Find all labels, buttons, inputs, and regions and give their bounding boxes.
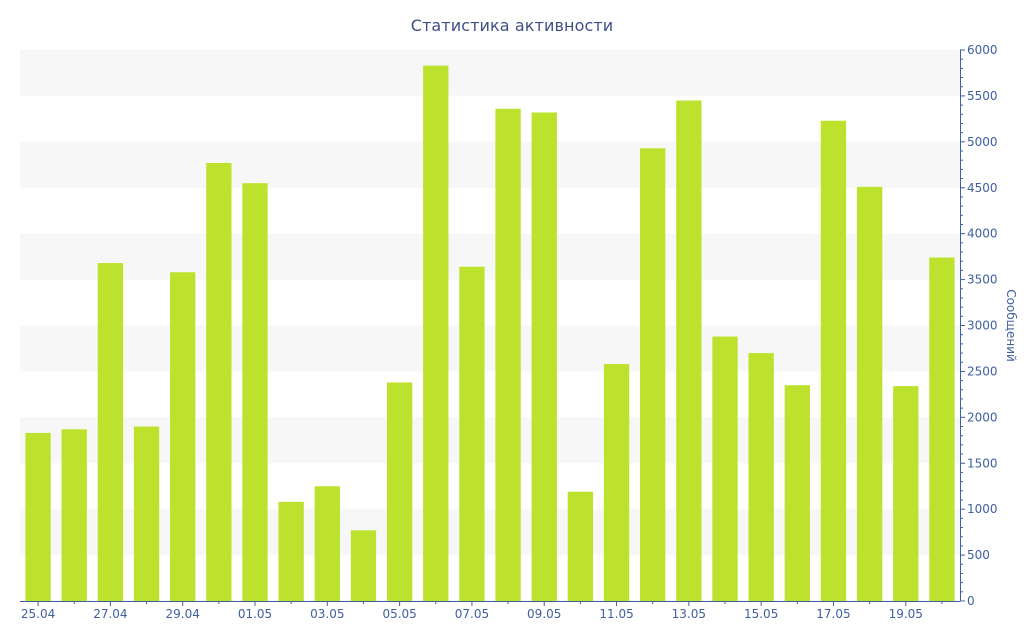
bar-14.05 [712,336,738,601]
bar-25.04 [25,432,51,601]
y-tick-label: 4000 [967,227,998,241]
y-tick-label: 3500 [967,273,998,287]
bars [25,65,955,602]
x-tick-label: 13.05 [672,607,706,621]
y-tick-label: 1000 [967,502,998,516]
bar-15.05 [748,353,774,601]
bar-09.05 [531,112,557,601]
x-tick-label: 29.04 [166,607,200,621]
x-tick-label: 07.05 [455,607,489,621]
x-tick-label: 19.05 [889,607,923,621]
grid-band [20,325,960,372]
bar-05.05 [386,382,413,601]
y-tick-label: 2500 [967,364,998,378]
bar-11.05 [603,364,630,601]
bar-12.05 [640,148,666,601]
y-tick-label: 1500 [967,456,998,470]
bar-28.04 [133,426,160,601]
y-tick-label: 4500 [967,181,998,195]
bar-07.05 [459,266,485,601]
bar-02.05 [278,501,304,601]
y-tick-label: 6000 [967,43,998,57]
grid-band [20,141,960,188]
y-ticks: 0 500 1000 1500 2000 2500 3000 3500 4000 4500 5000… [960,43,998,608]
bar-17.05 [820,120,847,602]
y-tick-label: 2000 [967,410,998,424]
grid-bands [20,50,960,556]
bar-19.05 [893,386,919,601]
y-tick-label: 500 [967,548,990,562]
bar-18.05 [856,186,883,601]
bar-27.04 [97,263,124,601]
bar-30.04 [206,162,232,601]
y-tick-label: 5000 [967,135,998,149]
x-tick-label: 09.05 [527,607,561,621]
grid-band [20,233,960,280]
bar-06.05 [423,65,449,602]
bar-08.05 [495,108,521,602]
x-tick-label: 03.05 [310,607,344,621]
bar-03.05 [314,486,340,601]
x-tick-label: 27.04 [93,607,127,621]
bar-20.05 [929,257,955,601]
y-tick-label: 3000 [967,319,998,333]
bar-10.05 [567,491,594,601]
bar-01.05 [242,183,268,601]
x-tick-label: 25.04 [21,607,55,621]
grid-band [20,417,960,464]
y-axis-label: Сообщений [1004,289,1018,362]
bar-04.05 [350,530,377,601]
x-tick-label: 01.05 [238,607,272,621]
x-tick-label: 11.05 [599,607,633,621]
x-tick-label: 15.05 [744,607,778,621]
grid-band [20,50,960,96]
bar-13.05 [676,100,702,601]
grid-band [20,509,960,556]
bar-29.04 [170,272,196,601]
x-ticks: 25.04 27.04 29.04 01.05 03.05 05.05 07.05 09.05… [21,601,943,621]
y-tick-label: 5500 [967,89,998,103]
x-tick-label: 17.05 [816,607,850,621]
x-tick-label: 05.05 [382,607,416,621]
bar-26.04 [61,429,87,601]
chart-title: Статистика активности [410,16,614,35]
bar-16.05 [784,385,810,601]
y-tick-label: 0 [967,594,975,608]
